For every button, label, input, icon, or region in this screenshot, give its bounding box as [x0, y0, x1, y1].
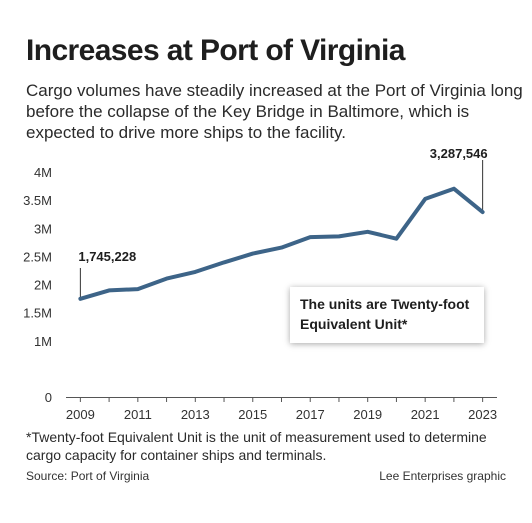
- x-tick-label: 2017: [296, 407, 325, 422]
- x-tick-label: 2023: [468, 407, 497, 422]
- units-note-text: The units are Twenty-foot Equivalent Uni…: [300, 296, 470, 332]
- x-tick-label: 2011: [124, 407, 152, 422]
- data-point: [251, 252, 255, 256]
- graphic-credit: Lee Enterprises graphic: [379, 469, 506, 483]
- annotation-label: 1,745,228: [78, 249, 136, 264]
- data-point: [308, 235, 312, 239]
- annotation-label: 3,287,546: [430, 146, 488, 161]
- x-tick-label: 2019: [353, 407, 382, 422]
- y-tick-label: 3.5M: [23, 193, 52, 208]
- y-tick-label: 1.5M: [23, 306, 52, 321]
- data-point: [423, 197, 427, 201]
- x-tick-label: 2009: [66, 407, 95, 422]
- chart-subtitle: Cargo volumes have steadily increased at…: [26, 81, 523, 142]
- x-tick-label: 2021: [411, 407, 440, 422]
- y-tick-label: 0: [45, 390, 52, 405]
- y-tick-label: 2M: [34, 278, 52, 293]
- data-point: [136, 287, 140, 291]
- footnote: *Twenty-foot Equivalent Unit is the unit…: [26, 429, 487, 463]
- data-point: [107, 288, 111, 292]
- data-point: [366, 230, 370, 234]
- data-point: [193, 270, 197, 274]
- source-credit: Source: Port of Virginia: [26, 469, 150, 483]
- units-note-box: The units are Twenty-foot Equivalent Uni…: [290, 287, 484, 343]
- data-point: [222, 260, 226, 264]
- y-tick-label: 1M: [34, 334, 52, 349]
- chart-title: Increases at Port of Virginia: [26, 34, 405, 67]
- x-tick-label: 2013: [181, 407, 210, 422]
- x-tick-label: 2015: [238, 407, 267, 422]
- data-point: [452, 187, 456, 191]
- y-tick-label: 2.5M: [23, 249, 52, 264]
- data-point: [165, 277, 169, 281]
- series-line: [78, 186, 485, 301]
- data-point: [394, 237, 398, 241]
- data-point: [280, 246, 283, 250]
- data-point: [337, 234, 341, 238]
- data-point: [78, 297, 82, 301]
- y-tick-label: 3M: [34, 221, 52, 236]
- data-point: [481, 210, 485, 214]
- y-tick-label: 4M: [34, 165, 52, 180]
